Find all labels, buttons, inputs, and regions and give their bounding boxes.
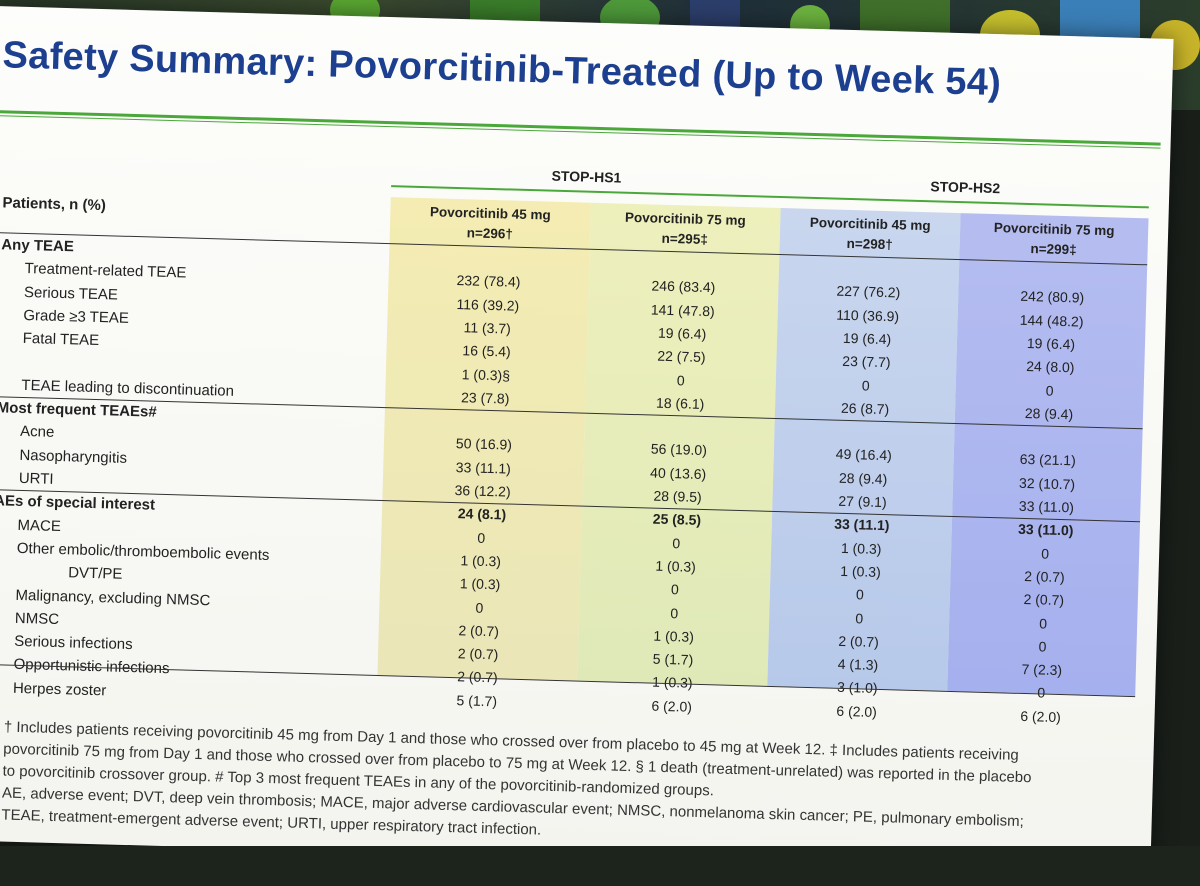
table-cell: 26 (8.7) [840, 399, 890, 417]
row-label: Other embolic/thromboembolic events [16, 539, 270, 564]
table-cell: 0 [855, 609, 864, 627]
table-cell: 0 [1039, 614, 1048, 632]
table-cell: 18 (6.1) [655, 394, 705, 412]
row-label: URTI [18, 469, 54, 488]
table-cell: 33 (11.0) [1017, 521, 1074, 539]
table-cell: 24 (8.1) [457, 505, 507, 523]
table-cell: 2 (0.7) [838, 632, 880, 650]
table-cell: 4 (1.3) [837, 655, 879, 674]
table-cell: 1 (0.3) [459, 575, 501, 593]
column-header-1: Povorcitinib 45 mg n=296† [390, 201, 591, 247]
table-cell: 0 [1041, 545, 1050, 562]
table-cell: 23 (7.7) [842, 353, 891, 371]
row-label: Fatal TEAE [22, 330, 100, 350]
stage-floor [0, 846, 1200, 886]
row-label: DVT/PE [67, 564, 123, 583]
row-label: TEAE leading to discontinuation [21, 376, 235, 400]
table-cell: 116 (39.2) [456, 295, 520, 314]
table-cell: 28 (9.4) [838, 469, 888, 487]
table-cell: 0 [861, 376, 870, 394]
table-cell: 5 (1.7) [456, 691, 498, 710]
table-cell: 1 (0.3) [655, 557, 697, 575]
table-cell: 1 (0.3)§ [461, 365, 511, 384]
table-cell: 110 (36.9) [836, 306, 900, 324]
row-label: Serious infections [14, 632, 133, 654]
table-cell: 0 [475, 599, 484, 616]
table-cell: 28 (9.4) [1024, 404, 1074, 423]
presentation-slide: Safety Summary: Povorcitinib-Treated (Up… [0, 6, 1174, 874]
row-label: Malignancy, excluding NMSC [15, 586, 211, 609]
slide-title: Safety Summary: Povorcitinib-Treated (Up… [2, 34, 1002, 105]
table-cell: 16 (5.4) [462, 342, 511, 360]
row-label: Treatment-related TEAE [24, 260, 187, 282]
table-cell: 19 (6.4) [842, 329, 892, 348]
table-cell: 22 (7.5) [657, 347, 706, 366]
table-cell: 25 (8.5) [652, 510, 702, 529]
footnotes: † Includes patients receiving povorcitin… [1, 717, 1124, 858]
table-cell: 23 (7.8) [460, 388, 510, 407]
table-cell: 232 (78.4) [456, 272, 521, 291]
table-cell: 227 (76.2) [836, 282, 901, 301]
table-cell: 141 (47.8) [650, 301, 715, 319]
table-cell: 50 (16.9) [455, 435, 513, 454]
row-label: Acne [19, 423, 55, 442]
title-rule-thin [0, 114, 1161, 149]
table-cell: 36 (12.2) [454, 482, 511, 500]
table-cell: 2 (0.7) [458, 622, 500, 640]
table-cell: 0 [1045, 382, 1054, 399]
table-cell: 27 (9.1) [838, 492, 887, 511]
table-cell: 0 [670, 581, 680, 598]
table-cell: 0 [676, 371, 685, 388]
table-cell: 0 [1038, 638, 1047, 655]
row-label: Nasopharyngitis [19, 446, 128, 467]
table-cell: 56 (19.0) [650, 440, 708, 459]
table-cell: 1 (0.3) [840, 539, 882, 557]
row-label: AEs of special interest [0, 492, 156, 514]
table-cell: 1 (0.3) [840, 562, 882, 580]
row-label: Any TEAE [1, 236, 75, 256]
table-cell: 242 (80.9) [1020, 288, 1085, 306]
table-cell: 32 (10.7) [1018, 474, 1076, 493]
table-cell: 1 (0.3) [460, 552, 502, 570]
table-cell: 144 (48.2) [1019, 311, 1084, 330]
table-cell: 19 (6.4) [1026, 334, 1076, 353]
row-label: Grade ≥3 TEAE [23, 306, 130, 327]
table-cell: 6 (2.0) [651, 697, 693, 715]
row-label: Herpes zoster [12, 679, 107, 700]
column-header-2: Povorcitinib 75 mg n=295‡ [590, 207, 781, 252]
row-header-label: Patients, n (%) [2, 194, 107, 215]
table-cell: 0 [672, 534, 681, 551]
row-label: MACE [17, 516, 62, 535]
table-cell: 24 (8.0) [1025, 358, 1075, 376]
safety-table: STOP-HS1 STOP-HS2 Patients, n (%) Povorc… [0, 146, 1150, 738]
table-cell: 1 (0.3) [653, 627, 695, 645]
row-label: Serious TEAE [23, 283, 119, 304]
table-cell: 0 [477, 529, 486, 546]
table-cell: 2 (0.7) [457, 645, 499, 663]
title-rule [0, 109, 1161, 146]
table-cell: 63 (21.1) [1019, 451, 1076, 469]
row-label: Most frequent TEAEs# [0, 399, 157, 421]
table-cell: 28 (9.5) [653, 487, 702, 505]
table-cell: 0 [855, 586, 865, 603]
table-cell: 33 (11.1) [455, 458, 512, 477]
table-cell: 0 [670, 604, 679, 621]
table-cell: 40 (13.6) [649, 464, 707, 482]
row-label: NMSC [14, 609, 60, 628]
table-cell: 33 (11.0) [1018, 497, 1075, 516]
column-header-3: Povorcitinib 45 mg n=298† [779, 212, 960, 257]
table-cell: 7 (2.3) [1021, 661, 1063, 679]
table-cell: 49 (16.4) [835, 446, 893, 464]
table-cell: 6 (2.0) [836, 702, 878, 720]
table-cell: 2 (0.7) [1024, 567, 1065, 586]
table-cell: 2 (0.7) [1023, 591, 1065, 609]
study-header-2: STOP-HS2 [930, 178, 1001, 197]
table-cell: 11 (3.7) [463, 319, 512, 337]
table-cell: 33 (11.1) [834, 515, 890, 534]
column-header-4: Povorcitinib 75 mg n=299‡ [959, 217, 1148, 262]
table-cell: 6 (2.0) [1020, 707, 1062, 725]
table-cell: 5 (1.7) [652, 650, 694, 668]
table-cell: 246 (83.4) [651, 277, 716, 296]
table-cell: 19 (6.4) [657, 324, 707, 342]
